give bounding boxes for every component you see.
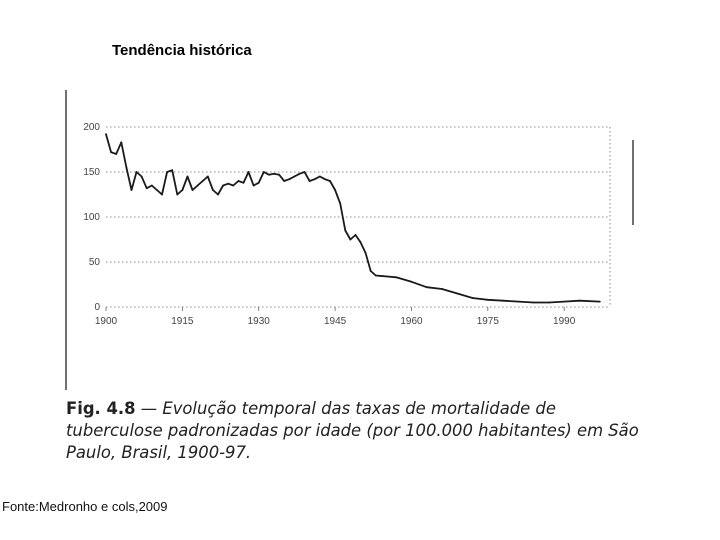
- data-point: [257, 181, 260, 184]
- data-point: [125, 166, 128, 169]
- data-point: [364, 252, 367, 254]
- data-point: [140, 175, 143, 178]
- data-point: [171, 169, 174, 172]
- tuberculosis-mortality-chart: 200 150 100 50 0 1900 1915 1930 1945 1960 1975 1990: [65, 90, 634, 390]
- series-line: [105, 133, 600, 304]
- data-point: [222, 184, 224, 187]
- data-point: [486, 298, 489, 301]
- y-tick-label: 100: [83, 212, 100, 223]
- data-point: [303, 171, 306, 173]
- data-point: [324, 178, 326, 181]
- data-point: [374, 274, 377, 277]
- data-point: [339, 202, 342, 205]
- data-point: [385, 275, 387, 278]
- data-point: [120, 141, 123, 144]
- data-point: [212, 189, 214, 191]
- data-point: [369, 270, 372, 272]
- data-point: [268, 173, 270, 176]
- data-point: [201, 180, 204, 182]
- data-point: [232, 184, 235, 187]
- slide-title: Tendência histórica: [112, 42, 252, 59]
- data-point: [410, 280, 413, 283]
- data-point: [344, 229, 347, 232]
- x-tick-label: 1990: [553, 316, 576, 327]
- data-point: [130, 189, 133, 191]
- data-point: [217, 193, 219, 196]
- data-point: [349, 238, 352, 241]
- data-point: [456, 292, 459, 295]
- data-point: [278, 173, 280, 176]
- data-point: [150, 184, 153, 187]
- data-point: [227, 182, 230, 185]
- data-point: [242, 181, 245, 184]
- x-tick-label: 1945: [324, 316, 347, 327]
- source-citation: Fonte:Medronho e cols,2009: [2, 499, 168, 514]
- x-tick-label: 1930: [248, 316, 271, 327]
- data-point: [156, 189, 158, 191]
- data-point: [441, 288, 443, 290]
- data-point: [206, 175, 209, 178]
- data-point: [191, 189, 194, 191]
- data-point: [598, 300, 601, 303]
- y-tick-label: 50: [89, 257, 101, 268]
- data-point: [293, 175, 296, 178]
- x-tick-label: 1960: [400, 316, 423, 327]
- figure-scan: 200 150 100 50 0 1900 1915 1930 1945 1960 1975 1990…: [60, 85, 650, 470]
- data-point: [115, 153, 118, 155]
- data-point: [135, 171, 138, 173]
- data-point: [359, 241, 362, 244]
- data-point: [298, 172, 301, 175]
- data-point: [247, 171, 250, 173]
- data-point: [176, 193, 179, 196]
- data-point: [354, 234, 357, 236]
- data-point: [578, 299, 581, 302]
- data-point: [334, 189, 336, 191]
- data-point: [532, 301, 535, 304]
- data-point: [308, 180, 311, 182]
- x-tick-label: 1900: [95, 316, 118, 327]
- data-point: [395, 276, 398, 279]
- data-point: [262, 171, 265, 173]
- data-point: [252, 184, 255, 187]
- figure-caption-text: — Evolução temporal das taxas de mortali…: [66, 399, 639, 462]
- data-point: [548, 301, 550, 304]
- data-point: [161, 193, 163, 196]
- data-point: [181, 189, 184, 191]
- data-point: [273, 172, 275, 175]
- data-point: [318, 175, 321, 178]
- data-point: [563, 300, 566, 303]
- data-point: [105, 133, 107, 136]
- data-point: [166, 171, 168, 173]
- figure-caption: Fig. 4.8 — Evolução temporal das taxas d…: [66, 398, 648, 464]
- y-tick-label: 200: [83, 122, 100, 133]
- data-point: [237, 180, 240, 182]
- data-point: [288, 178, 291, 181]
- figure-number: Fig. 4.8: [66, 399, 136, 418]
- data-point: [313, 178, 316, 181]
- data-point: [283, 180, 286, 182]
- data-point: [425, 286, 428, 289]
- data-point: [517, 300, 520, 303]
- data-point: [196, 184, 199, 187]
- data-point: [110, 151, 112, 154]
- data-point: [471, 297, 474, 299]
- y-tick-label: 150: [83, 167, 100, 178]
- data-point: [186, 175, 189, 178]
- data-point: [502, 299, 504, 302]
- x-tick-label: 1975: [477, 316, 500, 327]
- data-point: [329, 180, 331, 182]
- x-tick-label: 1915: [171, 316, 194, 327]
- y-tick-label: 0: [94, 302, 100, 313]
- data-point: [145, 187, 148, 190]
